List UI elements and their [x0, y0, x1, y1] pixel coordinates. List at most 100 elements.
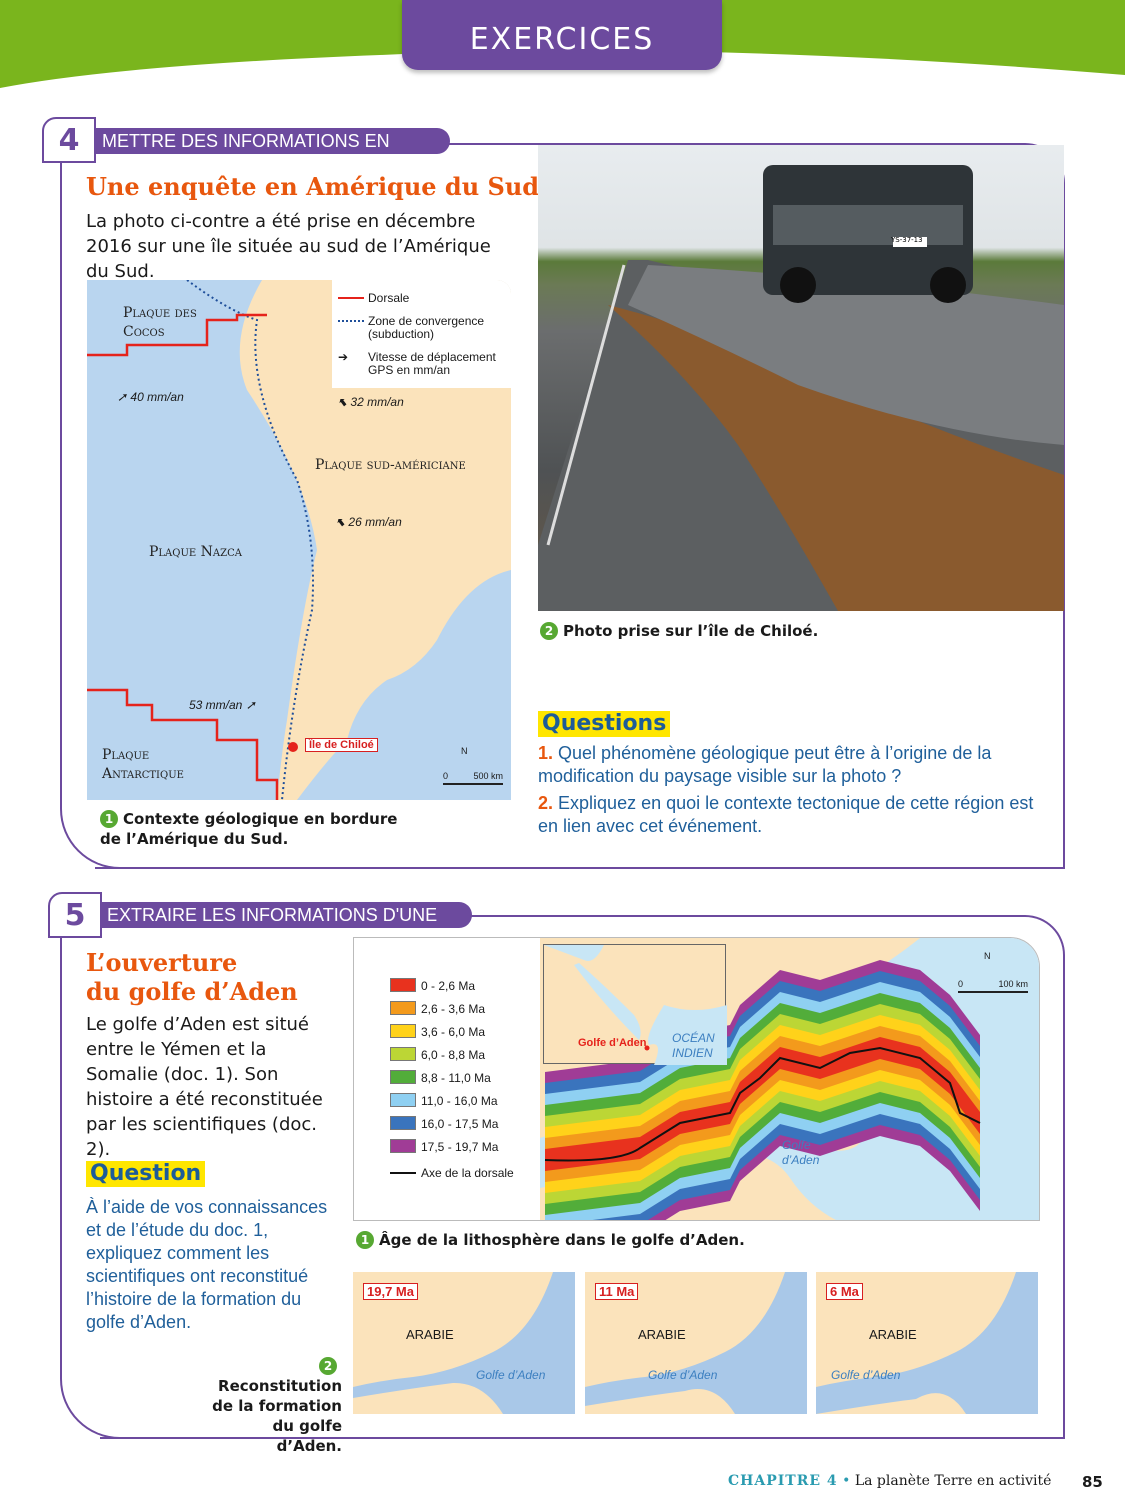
section-tab: EXERCICES	[402, 0, 722, 70]
map-drawing	[87, 280, 511, 800]
legend-swatch	[390, 1047, 416, 1061]
inset-drawing	[544, 945, 727, 1065]
legend-age-0: 0 - 2,6 Ma	[390, 978, 498, 1001]
subduction-line	[186, 280, 314, 800]
exercise-5-title: L’ouverture du golfe d’Aden	[86, 948, 298, 1006]
questions-title: Questions	[538, 711, 671, 737]
reconstruction-map-2: 11 Ma ARABIE Golfe d’Aden	[585, 1272, 807, 1414]
question-title: Question	[86, 1161, 206, 1187]
reconstruction-map-3: 6 Ma ARABIE Golfe d’Aden	[816, 1272, 1038, 1414]
speed-sa-center: ⬉ 26 mm/an	[335, 515, 402, 529]
ridge-axis	[544, 1046, 981, 1162]
legend-label: 16,0 - 17,5 Ma	[421, 1117, 499, 1131]
age-legend: 0 - 2,6 Ma 2,6 - 3,6 Ma 3,6 - 6,0 Ma 6,0 - …	[390, 978, 498, 1162]
legend-age-3: 6,0 - 8,8 Ma	[390, 1047, 498, 1070]
land-label: ARABIE	[406, 1327, 454, 1342]
label-south-american-plate: Plaque sud-américiane	[315, 457, 466, 473]
footer-chapter: CHAPITRE 4	[728, 1473, 838, 1489]
legend-swatch	[390, 1139, 416, 1153]
label-cocos: Plaque des Cocos	[123, 305, 197, 340]
gulf-label: Golfe d’Aden	[476, 1368, 546, 1382]
label-antarctic: Plaque Antarctique	[102, 747, 184, 782]
question-text: À l’aide de vos connaissances et de l’ét…	[86, 1197, 328, 1332]
exercise-5-skill: EXTRAIRE LES INFORMATIONS D'UNE CARTE	[95, 902, 472, 951]
legend-subduction: Zone de convergence (subduction)	[368, 314, 485, 341]
legend-label: 2,6 - 3,6 Ma	[421, 1002, 486, 1016]
ridge-north	[87, 313, 267, 357]
arrow-icon: ➔	[338, 350, 349, 364]
inset-gulf-label: Golfe d’Aden	[578, 1037, 647, 1049]
land-label: ARABIE	[869, 1327, 917, 1342]
legend-age-4: 8,8 - 11,0 Ma	[390, 1070, 498, 1093]
map-legend: Dorsale Zone de convergence (subduction)…	[332, 280, 511, 388]
south-america-map: Dorsale Zone de convergence (subduction)…	[87, 280, 511, 800]
exercise-4-title: Une enquête en Amérique du Sud	[86, 172, 540, 201]
legend-label: 0 - 2,6 Ma	[421, 979, 476, 993]
legend-swatch	[390, 1093, 416, 1107]
license-plate: YS-37-13	[891, 236, 923, 244]
photo-drawing	[538, 165, 1064, 611]
speed-sa-north: ⬉ 32 mm/an	[337, 395, 404, 409]
age-tag: 6 Ma	[826, 1283, 863, 1300]
aden-map: Golfe d’Aden OCÉAN INDIEN 0 - 2,6 Ma 2,6 …	[353, 937, 1040, 1221]
reconstruction-map-1: 19,7 Ma ARABIE Golfe d’Aden	[353, 1272, 575, 1414]
doc2-caption: 2 Photo prise sur l’île de Chiloé.	[540, 621, 818, 641]
legend-swatch	[390, 978, 416, 992]
legend-age-6: 16,0 - 17,5 Ma	[390, 1116, 498, 1139]
reconstruction-caption: 2Reconstitution de la formation du golfe…	[212, 1357, 342, 1455]
north-arrow: N	[984, 951, 991, 961]
land-label: ARABIE	[638, 1327, 686, 1342]
legend-label: 8,8 - 11,0 Ma	[421, 1071, 491, 1085]
exercise-4-frame	[95, 143, 1065, 869]
legend-age-7: 17,5 - 19,7 Ma	[390, 1139, 498, 1162]
legend-age-2: 3,6 - 6,0 Ma	[390, 1024, 498, 1047]
exercise-4-frame-left	[60, 160, 160, 869]
page-number: 85	[1082, 1473, 1103, 1491]
legend-swatch	[390, 1116, 416, 1130]
question-1: 1. Quel phénomène géologique peut être à…	[538, 743, 992, 786]
exercise-4-skill: METTRE DES INFORMATIONS EN RELATION	[90, 128, 450, 177]
exercise-5-number: 5	[48, 892, 102, 938]
legend-label: 6,0 - 8,8 Ma	[421, 1048, 486, 1062]
subduction-legend-swatch	[338, 320, 364, 322]
legend-axis: Axe de la dorsale	[390, 1166, 514, 1189]
age-tag: 19,7 Ma	[363, 1283, 418, 1300]
label-nazca: Plaque Nazca	[149, 544, 242, 560]
legend-ridge: Dorsale	[368, 291, 410, 305]
speed-nazca-south: 53 mm/an ➚	[189, 698, 256, 712]
ridge-south	[87, 688, 279, 800]
footer-title: La planète Terre en activité	[854, 1473, 1052, 1489]
gulf-label: Golfe d’Aden	[782, 1138, 820, 1167]
exercise-5-intro: Le golfe d’Aden est situé entre le Yémen…	[86, 1014, 323, 1160]
legend-age-5: 11,0 - 16,0 Ma	[390, 1093, 498, 1116]
legend-age-1: 2,6 - 3,6 Ma	[390, 1001, 498, 1024]
legend-label: 11,0 - 16,0 Ma	[421, 1094, 498, 1108]
question-2: 2. Expliquez en quoi le contexte tectoni…	[538, 793, 1034, 836]
legend-swatch	[390, 1001, 416, 1015]
age-band-0	[545, 1037, 980, 1171]
gulf-label: Golfe d’Aden	[648, 1368, 718, 1382]
legend-swatch	[390, 1024, 416, 1038]
exercise-4-intro: La photo ci-contre a été prise en décemb…	[86, 211, 491, 282]
footer-separator: •	[842, 1473, 851, 1489]
exercise-5-frame-left	[60, 935, 160, 1439]
speed-nazca-north: ➚ 40 mm/an	[117, 390, 184, 404]
chiloe-label: Île de Chiloé	[305, 738, 378, 752]
legend-gps: Vitesse de déplacement GPS en mm/an	[368, 350, 496, 377]
inset-map: Golfe d’Aden OCÉAN INDIEN	[543, 944, 727, 1065]
legend-label: 17,5 - 19,7 Ma	[421, 1140, 499, 1154]
scale-bar: 0 500 km	[443, 770, 503, 785]
doc1-caption: 1 Contexte géologique en bordure de l’Amé…	[100, 810, 398, 848]
exercise-4-number: 4	[42, 117, 96, 163]
legend-label: 3,6 - 6,0 Ma	[421, 1025, 486, 1039]
legend-swatch	[390, 1070, 416, 1084]
scale-bar: 0 100 km	[958, 978, 1028, 993]
inset-ocean-label: OCÉAN INDIEN	[672, 1031, 715, 1060]
chiloe-photo: YS-37-13	[538, 145, 1064, 611]
age-tag: 11 Ma	[595, 1283, 639, 1300]
gulf-label: Golfe d’Aden	[831, 1368, 901, 1382]
ridge-legend-swatch	[338, 297, 364, 299]
aden-map-caption: 1 Âge de la lithosphère dans le golfe d’A…	[356, 1230, 745, 1250]
footer: CHAPITRE 4 • La planète Terre en activit…	[728, 1473, 1051, 1489]
chiloe-marker	[288, 742, 298, 752]
